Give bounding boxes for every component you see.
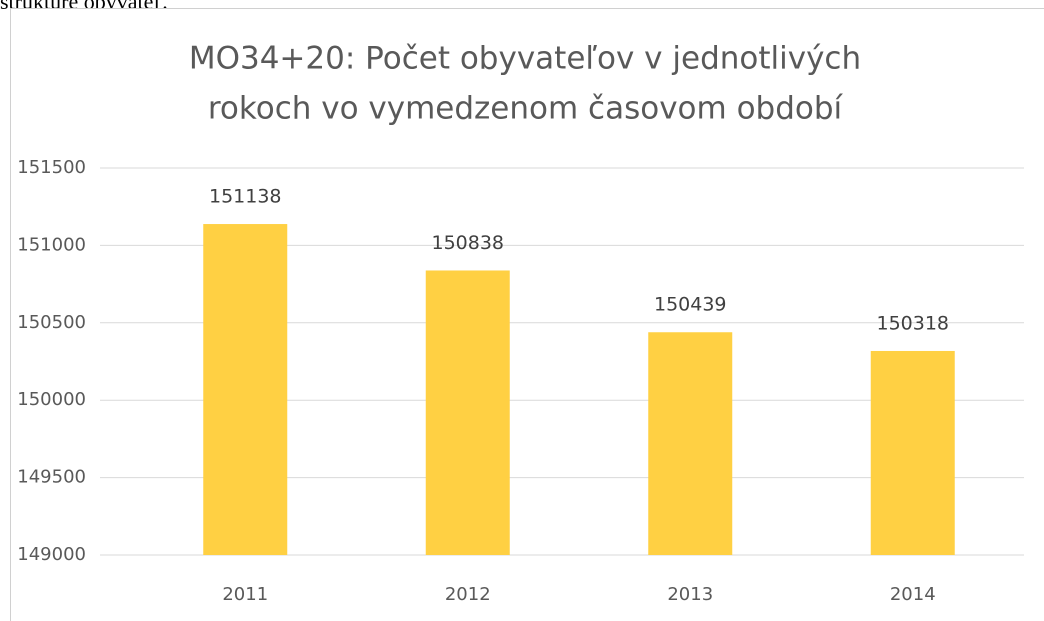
y-tick-label: 151500 (17, 157, 86, 178)
y-tick-label: 150500 (17, 312, 86, 333)
data-label: 150318 (876, 312, 949, 334)
bar (870, 350, 955, 555)
y-tick-label: 151000 (17, 234, 86, 255)
bar (648, 332, 733, 555)
data-label: 150838 (431, 232, 504, 254)
x-tick-label: 2013 (667, 584, 713, 605)
chart-title: MO34+20: Počet obyvateľov v jednotlivých (189, 41, 861, 77)
y-tick-label: 150000 (17, 389, 86, 410)
data-label: 150439 (654, 294, 727, 316)
x-tick-label: 2012 (445, 584, 491, 605)
bar (425, 270, 510, 555)
x-tick-label: 2011 (222, 584, 268, 605)
y-tick-label: 149000 (17, 544, 86, 565)
bar (203, 224, 288, 555)
x-tick-label: 2014 (890, 584, 936, 605)
chart-title: rokoch vo vymedzenom časovom období (208, 91, 844, 127)
data-label: 151138 (209, 186, 282, 208)
y-tick-label: 149500 (17, 467, 86, 488)
